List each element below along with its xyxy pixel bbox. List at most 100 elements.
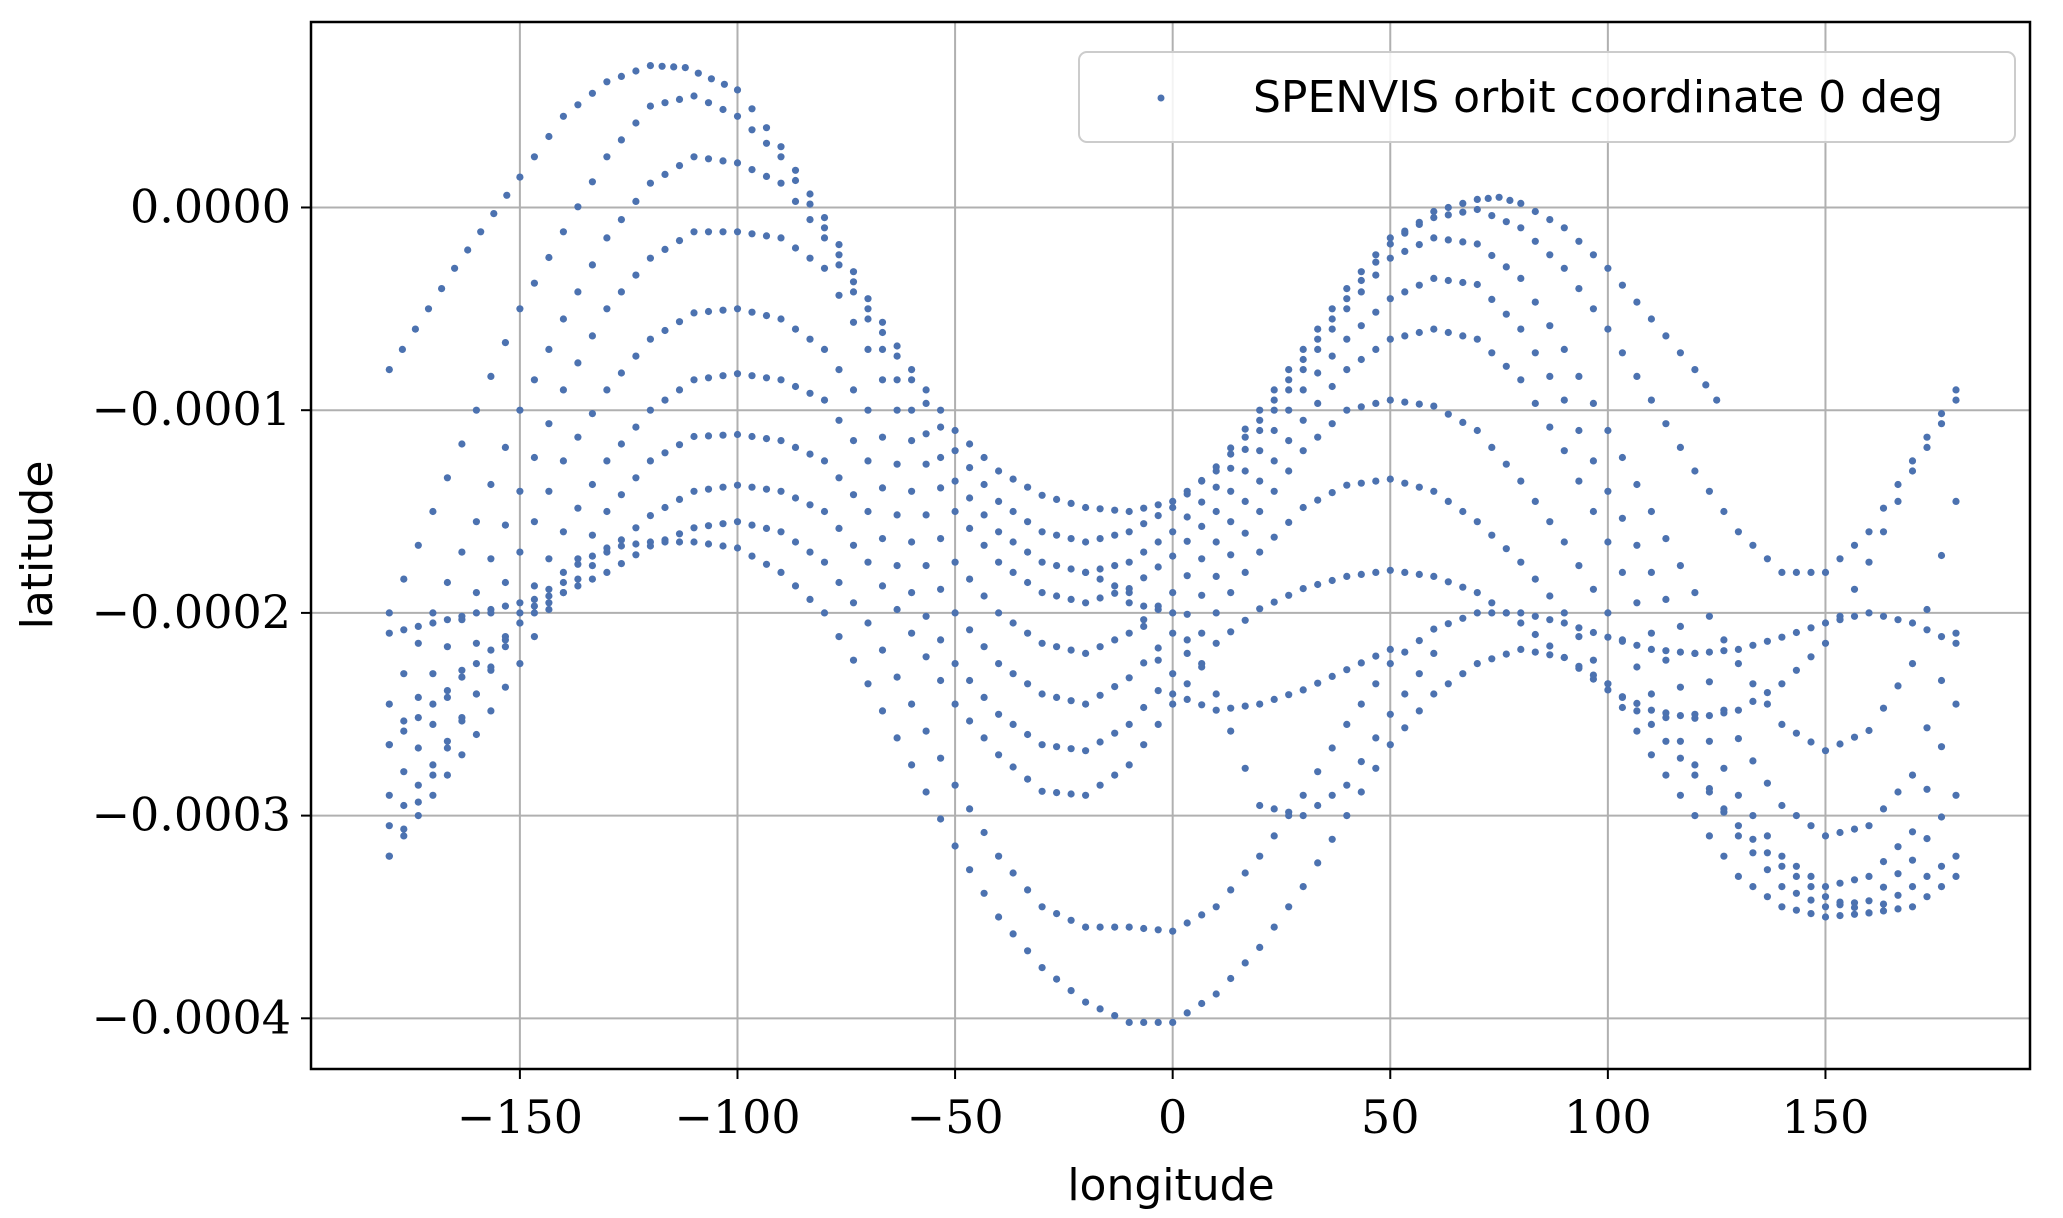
- data-point: [1299, 791, 1307, 799]
- data-point: [1792, 889, 1800, 897]
- data-point: [1473, 660, 1481, 668]
- data-point: [1009, 475, 1017, 483]
- data-point: [820, 224, 829, 232]
- data-point: [835, 524, 843, 533]
- data-point: [1488, 609, 1496, 617]
- data-point: [1647, 315, 1655, 323]
- data-point: [1154, 656, 1162, 664]
- data-point: [704, 228, 713, 236]
- data-point: [1111, 636, 1119, 644]
- data-point: [1560, 653, 1568, 662]
- data-point: [864, 457, 872, 465]
- data-point: [1546, 651, 1554, 659]
- data-point: [1096, 565, 1104, 573]
- data-point: [1357, 659, 1365, 667]
- data-point: [443, 744, 451, 752]
- data-point: [1807, 653, 1815, 661]
- data-point: [1531, 399, 1539, 407]
- data-point: [951, 426, 959, 435]
- data-point: [1154, 720, 1162, 729]
- data-point: [1589, 399, 1597, 407]
- data-point: [516, 599, 524, 607]
- data-point: [1502, 650, 1510, 658]
- data-point: [1328, 744, 1336, 752]
- data-point: [820, 558, 829, 566]
- data-point: [1285, 903, 1293, 911]
- data-point: [1415, 670, 1423, 678]
- data-point: [1633, 663, 1641, 671]
- data-point: [820, 457, 829, 465]
- data-point: [429, 670, 437, 678]
- data-point: [1691, 649, 1699, 658]
- data-point: [1169, 700, 1177, 708]
- data-point: [559, 568, 568, 577]
- data-point: [1343, 366, 1351, 374]
- data-point: [1256, 852, 1264, 860]
- data-point: [1459, 278, 1467, 287]
- data-point: [1937, 743, 1946, 751]
- data-point: [966, 717, 974, 725]
- data-point: [1067, 595, 1075, 604]
- data-point: [704, 432, 713, 440]
- data-point: [1082, 568, 1090, 577]
- data-point: [1212, 538, 1220, 546]
- data-point: [1241, 467, 1249, 475]
- data-point: [1647, 751, 1655, 759]
- legend-box: [1078, 51, 2016, 143]
- data-point: [443, 616, 451, 624]
- data-point: [1792, 906, 1800, 914]
- data-point: [762, 435, 771, 443]
- data-point: [574, 101, 582, 109]
- data-point: [1952, 700, 1960, 708]
- data-point: [617, 440, 626, 448]
- data-point: [893, 406, 901, 414]
- data-point: [1140, 602, 1148, 610]
- data-point: [530, 609, 539, 617]
- data-point: [603, 234, 611, 242]
- data-point: [1038, 589, 1046, 597]
- data-point: [1096, 691, 1104, 699]
- data-point: [1212, 690, 1220, 698]
- data-point: [1357, 700, 1365, 708]
- data-point: [1314, 335, 1322, 343]
- data-point: [1169, 1018, 1177, 1026]
- data-point: [1024, 775, 1032, 783]
- data-point: [1763, 832, 1771, 840]
- data-point: [1067, 499, 1075, 507]
- data-point: [1821, 883, 1830, 891]
- data-point: [1546, 423, 1554, 431]
- data-point: [1314, 325, 1322, 333]
- data-point: [1618, 637, 1626, 645]
- data-point: [1850, 910, 1859, 918]
- data-point: [1517, 645, 1525, 654]
- data-point: [1212, 463, 1220, 471]
- data-point: [1792, 568, 1800, 577]
- data-point: [1720, 764, 1728, 772]
- data-point: [1821, 568, 1830, 577]
- data-point: [1589, 507, 1597, 516]
- data-point: [1618, 568, 1626, 577]
- data-point: [1531, 298, 1539, 306]
- data-point: [588, 531, 597, 539]
- data-point: [1691, 761, 1699, 769]
- data-point: [1589, 251, 1597, 259]
- data-point: [545, 420, 553, 428]
- data-point: [603, 153, 611, 161]
- data-point: [719, 483, 727, 491]
- data-point: [472, 609, 480, 617]
- data-point: [690, 92, 698, 100]
- data-point: [980, 643, 988, 651]
- data-point: [1894, 497, 1902, 505]
- data-point: [545, 487, 553, 495]
- data-point: [1734, 832, 1742, 840]
- data-point: [1807, 910, 1815, 918]
- data-point: [1662, 535, 1670, 543]
- data-point: [1009, 930, 1017, 938]
- data-point: [1575, 285, 1583, 293]
- data-point: [632, 352, 640, 360]
- data-point: [661, 170, 669, 178]
- data-point: [922, 612, 930, 620]
- data-point: [1314, 580, 1322, 589]
- data-point: [1270, 426, 1278, 435]
- data-point: [1676, 622, 1684, 631]
